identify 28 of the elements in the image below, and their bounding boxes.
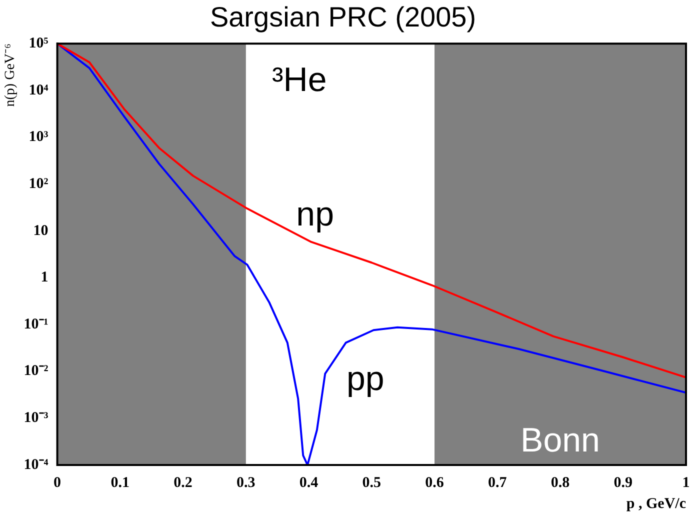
x-tick-label: 0.9 (614, 474, 633, 491)
annotation: pp (346, 360, 384, 398)
x-tick-label: 0.4 (299, 474, 319, 491)
x-axis-title: p , GeV/c (626, 496, 686, 512)
y-axis-title: n(p) GeV⁻⁶ (3, 43, 18, 107)
y-tick-label: 10⁻³ (24, 410, 49, 426)
y-tick-label: 10⁴ (28, 82, 49, 98)
x-tick-label: 0.1 (110, 474, 130, 491)
y-tick-label: 10⁻¹ (24, 316, 48, 332)
x-tick-label: 0.2 (174, 474, 192, 491)
y-tick-label: 10⁻² (24, 363, 49, 380)
y-tick-label: 10⁵ (28, 35, 49, 52)
y-tick-label: 10³ (28, 129, 49, 146)
band-label: Bonn (520, 421, 600, 460)
x-tick-label: 0.3 (236, 474, 256, 491)
y-tick-label: 1 (40, 270, 48, 286)
x-tick-label: 0.7 (488, 474, 508, 491)
chart-title: Sargsian PRC (2005) (210, 2, 476, 33)
x-tick-label: 0.5 (362, 474, 382, 491)
y-tick-label: 10² (28, 176, 49, 192)
annotation: ³He (272, 60, 327, 99)
x-tick-label: 0.6 (425, 474, 444, 491)
y-tick-label: 10⁻⁴ (24, 456, 49, 473)
y-tick-label: 10 (33, 222, 48, 239)
x-tick-label: 0.8 (550, 474, 570, 491)
annotation: np (296, 196, 334, 234)
x-tick-label: 1 (682, 474, 690, 491)
x-tick-label: 0 (54, 474, 62, 491)
